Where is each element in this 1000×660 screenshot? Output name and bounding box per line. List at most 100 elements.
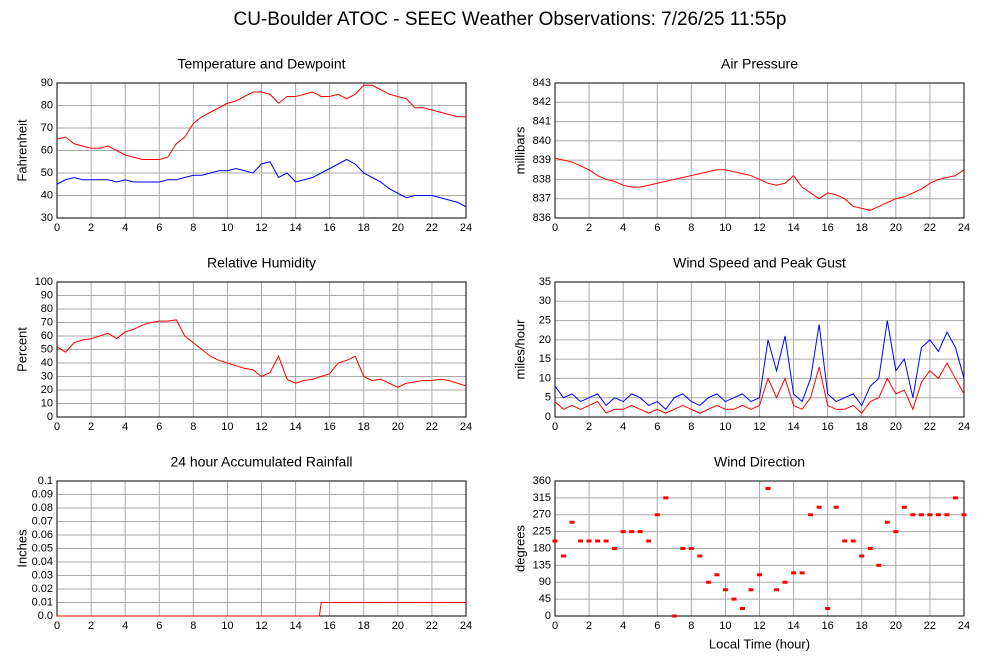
- x-tick-label: 6: [156, 421, 162, 433]
- x-tick-label: 12: [753, 620, 765, 632]
- y-axis-label: millibars: [512, 126, 527, 174]
- x-tick-label: 0: [552, 222, 558, 234]
- y-tick-label: 0.01: [32, 596, 53, 608]
- data-point: [620, 530, 626, 534]
- data-point: [944, 513, 950, 517]
- x-tick-label: 24: [460, 222, 472, 234]
- x-tick-label: 2: [586, 620, 592, 632]
- data-line: [56, 84, 466, 160]
- y-tick-label: 0: [545, 610, 551, 622]
- x-tick-label: 18: [358, 620, 370, 632]
- x-tick-label: 10: [719, 222, 731, 234]
- y-axis-label: Fahrenheit: [14, 119, 29, 182]
- y-tick-label: 0.06: [32, 529, 53, 541]
- x-tick-label: 10: [719, 421, 731, 433]
- y-tick-label: 80: [41, 99, 53, 111]
- panel-title: 24 hour Accumulated Rainfall: [170, 454, 352, 470]
- data-point: [952, 496, 958, 500]
- data-point: [859, 554, 865, 558]
- y-tick-label: 20: [539, 334, 551, 346]
- x-tick-label: 18: [856, 222, 868, 234]
- x-tick-label: 12: [753, 421, 765, 433]
- x-tick-label: 0: [552, 421, 558, 433]
- y-tick-label: 50: [41, 343, 53, 355]
- x-tick-label: 2: [586, 222, 592, 234]
- x-tick-label: 20: [890, 620, 902, 632]
- x-tick-label: 6: [654, 620, 660, 632]
- x-tick-label: 8: [688, 421, 694, 433]
- x-tick-label: 20: [392, 620, 404, 632]
- y-tick-label: 837: [533, 193, 551, 205]
- data-point: [680, 547, 686, 550]
- y-tick-label: 843: [533, 77, 551, 89]
- x-tick-label: 24: [460, 421, 472, 433]
- data-line: [554, 157, 965, 211]
- x-tick-label: 0: [54, 421, 60, 433]
- data-point: [595, 539, 601, 543]
- x-tick-label: 18: [856, 421, 868, 433]
- data-point: [688, 547, 694, 550]
- x-tick-label: 8: [190, 421, 196, 433]
- data-line: [554, 320, 965, 411]
- x-tick-label: 4: [620, 421, 626, 433]
- y-tick-label: 270: [533, 509, 551, 521]
- y-tick-label: 0.1: [38, 475, 53, 487]
- data-point: [918, 513, 924, 517]
- x-tick-label: 2: [88, 222, 94, 234]
- x-tick-label: 6: [156, 620, 162, 632]
- x-tick-label: 20: [890, 421, 902, 433]
- plot-frame: [56, 281, 467, 418]
- y-tick-label: 842: [533, 96, 551, 108]
- x-tick-label: 14: [289, 222, 301, 234]
- data-point: [910, 513, 916, 517]
- x-tick-label: 24: [958, 620, 970, 632]
- data-point: [663, 496, 669, 500]
- y-tick-label: 0.0: [38, 610, 53, 622]
- x-tick-label: 8: [190, 222, 196, 234]
- y-tick-label: 70: [41, 316, 53, 328]
- x-tick-label: 0: [552, 620, 558, 632]
- x-tick-label: 8: [190, 620, 196, 632]
- data-point: [654, 513, 660, 517]
- y-tick-label: 40: [41, 357, 53, 369]
- x-tick-label: 22: [924, 421, 936, 433]
- x-tick-label: 16: [324, 620, 336, 632]
- y-tick-label: 10: [539, 372, 551, 384]
- data-point: [629, 530, 635, 534]
- x-tick-label: 18: [358, 421, 370, 433]
- y-tick-label: 0.04: [32, 556, 53, 568]
- x-tick-label: 14: [787, 620, 799, 632]
- x-axis-label: Local Time (hour): [709, 636, 810, 651]
- y-tick-label: 90: [41, 289, 53, 301]
- y-axis-label: Percent: [14, 327, 29, 372]
- data-point: [705, 580, 711, 584]
- y-tick-label: 360: [533, 475, 551, 487]
- data-line: [57, 602, 466, 617]
- x-tick-label: 0: [54, 620, 60, 632]
- x-tick-label: 18: [856, 620, 868, 632]
- y-tick-label: 80: [41, 303, 53, 315]
- x-tick-label: 2: [88, 421, 94, 433]
- x-tick-label: 20: [392, 421, 404, 433]
- y-tick-label: 40: [41, 189, 53, 201]
- y-tick-label: 0: [47, 411, 53, 423]
- data-line: [56, 158, 467, 208]
- data-point: [774, 588, 780, 592]
- y-tick-label: 70: [41, 122, 53, 134]
- x-tick-label: 14: [787, 222, 799, 234]
- y-tick-label: 225: [533, 526, 551, 538]
- plot-frame: [554, 480, 965, 617]
- data-point: [637, 530, 643, 534]
- panel-title: Wind Direction: [714, 454, 805, 470]
- data-point: [697, 554, 703, 558]
- x-tick-label: 6: [654, 222, 660, 234]
- y-tick-label: 10: [41, 397, 53, 409]
- x-tick-label: 22: [924, 620, 936, 632]
- y-tick-label: 0.03: [32, 569, 53, 581]
- data-point: [731, 597, 737, 601]
- data-point: [808, 513, 814, 517]
- y-axis-label: miles/hour: [512, 319, 527, 380]
- y-tick-label: 0.09: [32, 488, 53, 500]
- data-point: [901, 505, 907, 509]
- y-axis-label: Inches: [14, 529, 29, 568]
